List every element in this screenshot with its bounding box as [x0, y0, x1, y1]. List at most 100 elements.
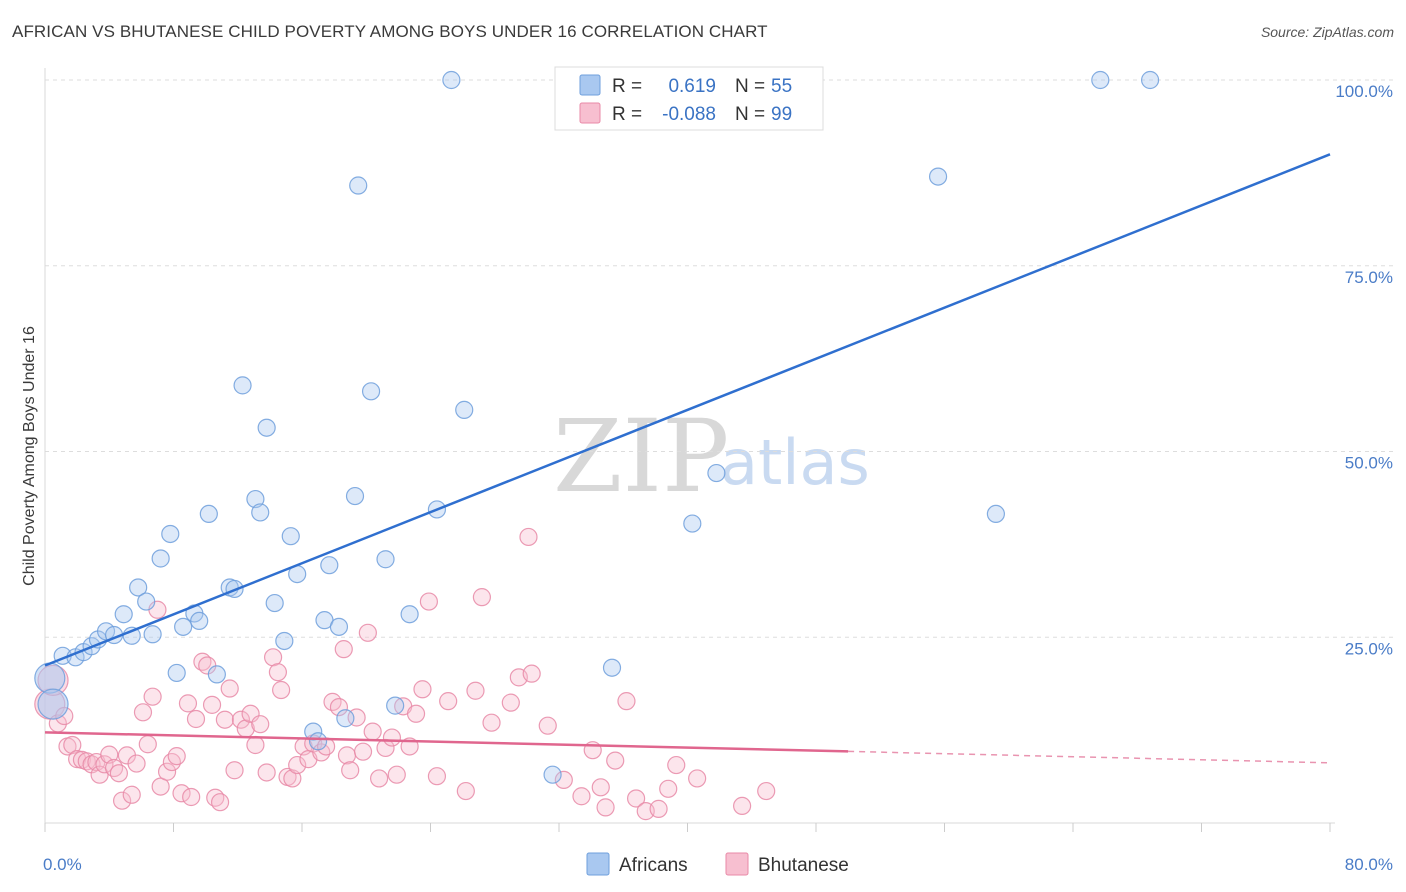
africans-point [114, 605, 133, 624]
bhutanese-point [387, 765, 406, 784]
bhutanese-point [202, 695, 222, 714]
bhutanese-point [63, 735, 82, 755]
bhutanese-point [519, 527, 538, 547]
bhutanese-point [157, 762, 177, 781]
africans-point [251, 503, 270, 522]
bhutanese-point [456, 781, 475, 801]
y-tick-label: 100.0% [1335, 82, 1393, 101]
bhutanese-point [554, 770, 573, 790]
africans-point [246, 489, 265, 509]
legend-r-label-bhutanese: R = [612, 104, 642, 125]
africans-point [361, 382, 381, 401]
legend-n-label-bhutanese: N = [735, 104, 765, 125]
bhutanese-point [95, 755, 114, 774]
x-tick-label-max: 80.0% [1345, 855, 1393, 874]
africans-point [455, 400, 474, 419]
africans-point [329, 617, 349, 636]
africans-point [543, 765, 562, 784]
bhutanese-point [272, 680, 291, 700]
watermark: ZIP atlas [553, 398, 870, 515]
watermark-zip: ZIP [553, 398, 729, 515]
bhutanese-point [288, 755, 307, 775]
africans-point [1091, 70, 1110, 90]
bhutanese-point [172, 784, 191, 803]
africans-point [34, 662, 66, 694]
africans-points [34, 70, 1160, 784]
bhutanese-points [34, 527, 776, 821]
bhutanese-point [538, 716, 557, 735]
africans-point [37, 688, 69, 720]
bhutanese-point [138, 735, 157, 754]
africans-point [207, 665, 226, 684]
bhutanese-point [334, 640, 353, 659]
africans-point [683, 514, 702, 533]
bhutanese-point [112, 791, 132, 810]
africans-point [265, 593, 284, 613]
bhutanese-point [617, 692, 636, 711]
africans-point [1140, 70, 1160, 90]
bhutanese-point [337, 746, 357, 765]
africans-point [275, 631, 294, 651]
bhutanese-point [370, 769, 389, 788]
africans-point [304, 722, 323, 741]
bhutanese-point [127, 754, 146, 773]
africans-point [233, 376, 252, 395]
bhutanese-point [522, 664, 541, 683]
legend-n-label-africans: N = [735, 76, 765, 97]
africans-point [199, 504, 218, 524]
bhutanese-point [182, 787, 201, 807]
bhutanese-point [572, 787, 591, 806]
bhutanese-point [413, 680, 432, 699]
x-tick-label-min: 0.0% [43, 855, 82, 874]
bhutanese-point [757, 781, 776, 801]
correlation-legend: R = 0.619 N = 55 R = -0.088 N = 99 [554, 66, 824, 131]
bhutanese-point [358, 623, 377, 642]
africans-point [320, 556, 339, 575]
bhutanese-point [482, 713, 501, 732]
bhutanese-point [186, 709, 206, 729]
bhutanese-point [231, 710, 251, 729]
bhutanese-point [133, 703, 153, 722]
y-axis-label: Child Poverty Among Boys Under 16 [21, 326, 38, 586]
africans-point [376, 550, 395, 569]
bhutanese-point [341, 761, 360, 780]
bhutanese-point [419, 592, 438, 611]
africans-point [349, 176, 368, 195]
africans-point [257, 418, 276, 437]
bhutanese-point [210, 793, 230, 812]
africans-point [336, 709, 355, 728]
x-tick-labels: 0.0% 80.0% [43, 855, 1393, 874]
legend-n-value-bhutanese: 99 [771, 104, 792, 125]
africans-point [928, 167, 948, 186]
africans-point [151, 549, 170, 568]
bhutanese-point [406, 704, 426, 723]
bhutanese-point [649, 799, 668, 818]
legend-swatch-bhutanese [579, 102, 601, 124]
bhutanese-point [667, 755, 686, 775]
bhutanese-point [257, 763, 276, 782]
bhutanese-point [246, 735, 265, 755]
legend-r-value-bhutanese: -0.088 [662, 104, 716, 125]
y-tick-label: 75.0% [1345, 268, 1393, 287]
africans-point [386, 696, 405, 715]
bhutanese-point [363, 722, 382, 741]
bhutanese-point [251, 715, 270, 734]
bhutanese-point [225, 761, 244, 780]
y-tick-label: 50.0% [1345, 454, 1393, 473]
africans-point [345, 486, 365, 506]
bhutanese-point [626, 789, 646, 808]
africans-point [707, 463, 726, 483]
y-tick-labels: 25.0% 50.0% 75.0% 100.0% [1335, 82, 1393, 658]
chart-title: AFRICAN VS BHUTANESE CHILD POVERTY AMONG… [12, 22, 768, 41]
bhutanese-point [659, 779, 678, 798]
africans-point [137, 592, 156, 611]
legend-r-label-africans: R = [612, 76, 642, 97]
series-label-bhutanese: Bhutanese [758, 855, 849, 876]
bhutanese-trend-line [44, 731, 849, 753]
africans-point [442, 70, 461, 90]
africans-point [602, 658, 622, 677]
series-swatch-africans [586, 852, 610, 876]
bhutanese-point [472, 588, 491, 607]
legend-n-value-africans: 55 [771, 76, 792, 97]
